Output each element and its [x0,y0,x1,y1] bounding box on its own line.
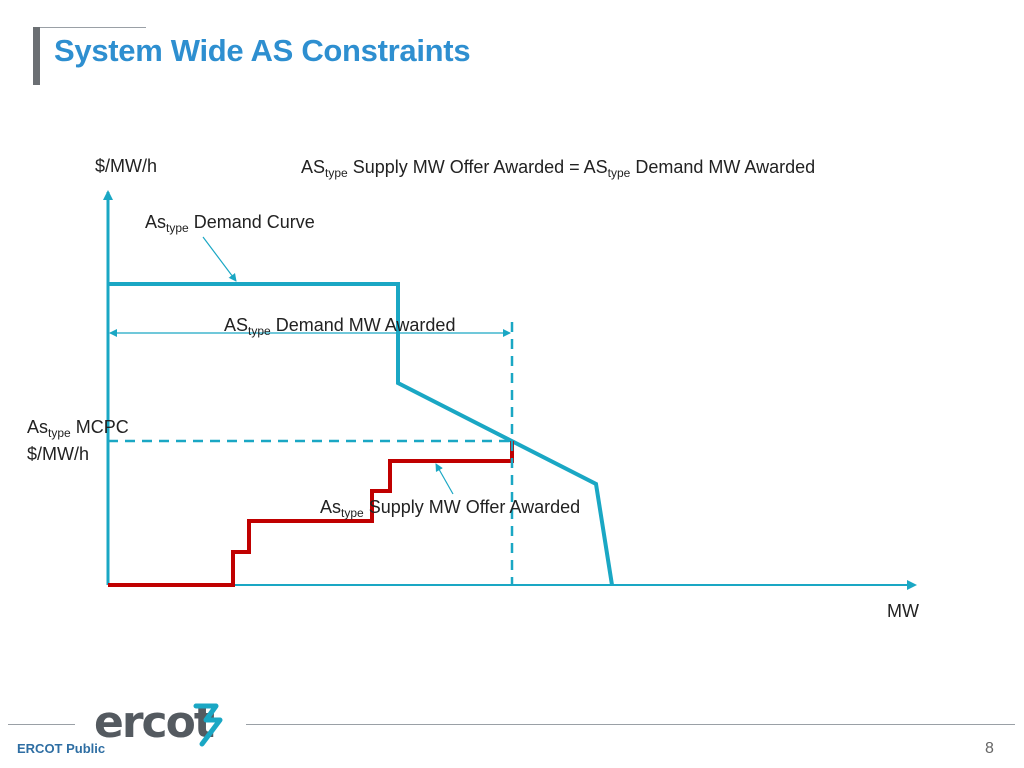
mcpc-label: Astype MCPC $/MW/h [27,417,129,464]
supply-curve [108,441,514,587]
demand-curve-label: Astype Demand Curve [145,212,315,235]
demand-curve [108,282,614,586]
footer-rule-left [8,724,75,725]
page-number: 8 [985,740,994,757]
y-axis-label: $/MW/h [95,156,158,176]
demand-curve-callout [202,236,237,282]
x-axis-label: MW [887,601,919,621]
slide-title: System Wide AS Constraints [54,33,471,68]
title-accent-bar [33,27,40,85]
demand-awarded-label: AStype Demand MW Awarded [224,315,456,338]
supply-awarded-label: Astype Supply MW Offer Awarded [320,497,581,520]
ercot-logo-mark-icon [193,703,223,747]
equation-label: AStype Supply MW Offer Awarded = AStype … [301,157,816,180]
title-rule [40,27,146,28]
footer-classification: ERCOT Public [17,741,106,756]
supply-curve-callout [435,463,454,495]
footer-rule-right [246,724,1015,725]
